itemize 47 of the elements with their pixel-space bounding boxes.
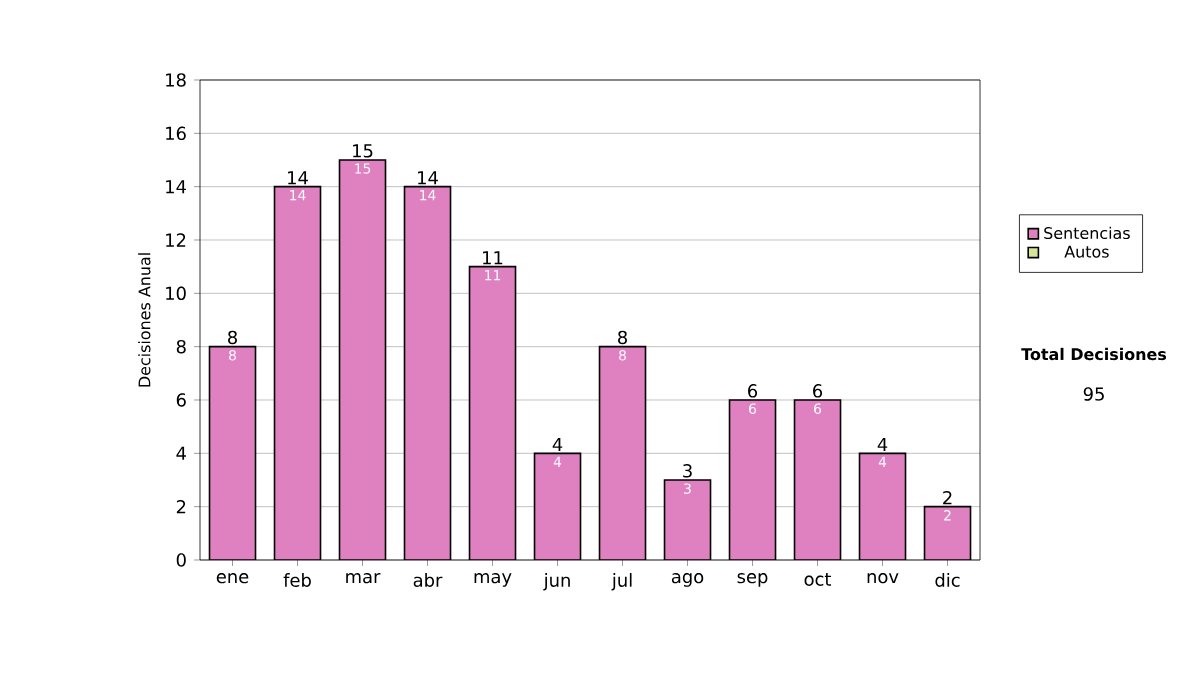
y-tick-label: 16	[166, 126, 186, 141]
bar	[274, 186, 321, 560]
x-tick-label: abr	[413, 573, 443, 587]
total-label: 15	[353, 144, 373, 158]
bar	[599, 346, 646, 560]
text: 95	[1083, 387, 1104, 401]
y-tick-label: 18	[166, 73, 186, 87]
y-tick-label: 8	[176, 339, 186, 354]
total-label: 4	[877, 437, 888, 451]
total-label: 11	[483, 251, 503, 265]
bar	[923, 505, 972, 560]
y-tick-label: 6	[176, 393, 186, 407]
x-tick-label: dic	[935, 573, 960, 587]
total-label: 8	[228, 330, 237, 345]
y-tick-label: 4	[176, 446, 186, 460]
x-tick-label: sep	[737, 573, 768, 587]
x-tick-label: nov	[867, 573, 899, 584]
bar	[404, 186, 451, 560]
total-label: 3	[683, 464, 692, 478]
x-tick-label: feb	[283, 573, 311, 587]
y-tick-label: 2	[176, 500, 186, 514]
total-label: 6	[813, 384, 823, 398]
x-tick-label: may	[474, 573, 512, 587]
y-tick-label: 14	[166, 180, 186, 194]
x-tick-label: jul	[611, 573, 632, 591]
bar	[469, 266, 516, 560]
total-label: 14	[418, 171, 438, 185]
bar	[794, 399, 841, 560]
x-tick-label: oct	[804, 573, 832, 586]
bar	[859, 453, 906, 560]
total-label: 4	[552, 437, 563, 451]
total-label: 14	[288, 171, 308, 185]
bar	[534, 453, 581, 560]
total-label: 6	[748, 384, 758, 398]
bar	[664, 480, 711, 560]
total-label: 2	[943, 490, 952, 505]
total-label: 8	[618, 330, 627, 345]
y-tick-label: 0	[176, 553, 186, 567]
x-tick-label: ago	[671, 573, 704, 587]
bar	[729, 399, 776, 560]
bar	[339, 159, 386, 560]
x-tick-label: jun	[543, 573, 570, 591]
bar	[209, 346, 256, 560]
x-tick-label: mar	[346, 573, 381, 584]
y-tick-label: 10	[166, 286, 186, 301]
y-tick-label: 12	[166, 233, 186, 247]
x-tick-label: ene	[216, 573, 249, 584]
